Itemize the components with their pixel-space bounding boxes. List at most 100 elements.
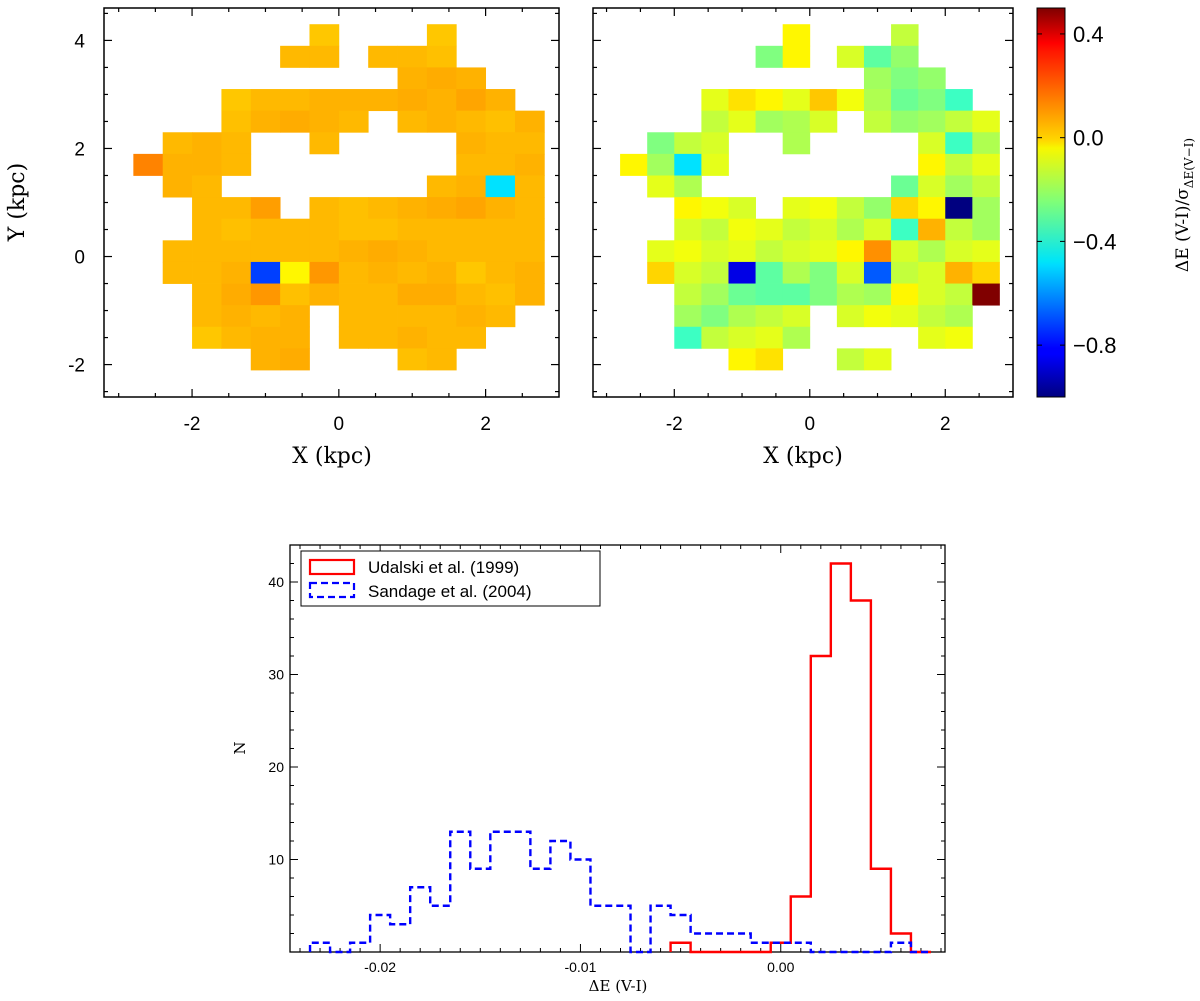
histogram: -0.02 -0.01 0.00 10 20 30 40 ΔE (V-I) N Udalsk… <box>231 544 946 995</box>
colorbar: 0.4 0.0 −0.4 −0.8 ΔE (V-I)/σΔE(V−I) <box>1036 7 1196 398</box>
heatmap-left-cell <box>514 283 545 306</box>
heatmap-right-cell <box>674 283 702 306</box>
heatmap-left-cell <box>250 218 281 241</box>
heatmap-right-cell <box>918 153 946 176</box>
heatmap-left-cell <box>456 67 487 90</box>
heatmap-right-cell <box>891 240 919 263</box>
heatmap-right-cell <box>755 348 784 371</box>
heatmap-right-cell <box>972 110 1000 133</box>
heatmap-left-cell <box>368 197 398 220</box>
heatmap-left-cell <box>192 218 222 241</box>
heatmap-left-cell <box>368 261 398 284</box>
heatmap-left-cell <box>397 240 428 263</box>
heatmap-left-cell <box>221 305 252 328</box>
heatmap-right-cell <box>755 45 784 68</box>
heatmap-right-cell <box>836 45 865 68</box>
heatmap-right-cell <box>782 218 811 241</box>
heatmap-right-cell <box>972 283 1000 306</box>
heatmap-left-cell <box>221 218 252 241</box>
heatmap-left-cell <box>514 197 545 220</box>
heatmap-left-cell <box>426 326 457 349</box>
heatmap-left-cell <box>250 89 281 112</box>
heatmap-right-cell <box>836 348 865 371</box>
heatmap-right-cell <box>647 132 675 155</box>
heatmap-left-cell <box>338 261 369 284</box>
heatmap-left-cell <box>280 283 310 306</box>
heatmap-right-cell <box>701 240 729 263</box>
heatmap-left-ylabel: Y (kpc) <box>5 163 30 242</box>
heatmap-right-cell <box>891 110 919 133</box>
heatmap-left-cell <box>162 153 193 176</box>
heatmap-left-cell <box>221 261 252 284</box>
heatmap-left-ytick-label: 0 <box>74 248 85 269</box>
heatmap-left-cell <box>397 261 428 284</box>
heatmap-right-cell <box>863 218 892 241</box>
heatmap-right-cell <box>918 132 946 155</box>
heatmap-left-ytick-label: -2 <box>68 356 85 377</box>
heatmap-right-cell <box>863 45 892 68</box>
heatmap-right-cell <box>918 283 946 306</box>
heatmap-left-cell <box>338 283 369 306</box>
heatmap-right-cell <box>647 261 675 284</box>
heatmap-left-cell <box>309 197 340 220</box>
heatmap-left-cell <box>162 132 193 155</box>
heatmap-left-cell <box>485 132 516 155</box>
heatmap-right-cell <box>918 67 946 90</box>
histogram-legend: Udalski et al. (1999) Sandage et al. (20… <box>300 550 601 607</box>
heatmap-left-cell <box>250 283 281 306</box>
heatmap-left-cell <box>514 110 545 133</box>
heatmap-right-cell <box>728 89 756 112</box>
heatmap-left-cell <box>280 261 310 284</box>
heatmap-right-cell <box>782 132 811 155</box>
heatmap-right-cell <box>945 89 973 112</box>
heatmap-right-xlabel: X (kpc) <box>763 444 843 469</box>
heatmap-left-cell <box>338 240 369 263</box>
heatmap-right-cell <box>891 261 919 284</box>
histogram-xlabel: ΔE (V-I) <box>589 977 648 995</box>
heatmap-left-cell <box>456 218 487 241</box>
heatmap-left-cell <box>133 153 164 176</box>
heatmap-right-cell <box>755 110 784 133</box>
colorbar-tick-label: 0.0 <box>1073 126 1104 151</box>
heatmap-right: -2 0 2 X (kpc) <box>592 7 1014 469</box>
heatmap-left-cell <box>280 218 310 241</box>
heatmap-left-cell <box>426 261 457 284</box>
heatmap-right-ticks: -2 0 2 <box>593 8 1013 435</box>
heatmap-right-cell <box>972 261 1000 284</box>
histogram-xtick-label: -0.02 <box>364 959 396 975</box>
heatmap-left: -2 0 2 -2 0 2 4 X (kpc) Y (kpc) <box>5 7 560 469</box>
heatmap-right-cell <box>782 110 811 133</box>
heatmap-right-cell <box>674 218 702 241</box>
heatmap-left-cell <box>192 261 222 284</box>
heatmap-left-cell <box>456 110 487 133</box>
heatmap-left-cell <box>309 283 340 306</box>
heatmap-right-cell <box>945 261 973 284</box>
heatmap-left-cell <box>397 45 428 68</box>
heatmap-left-cell <box>368 326 398 349</box>
heatmap-right-cell <box>863 110 892 133</box>
heatmap-right-cell <box>836 218 865 241</box>
heatmap-left-cell <box>426 283 457 306</box>
heatmap-left-cell <box>192 326 222 349</box>
heatmap-left-cell <box>485 261 516 284</box>
heatmap-left-ytick-label: 4 <box>74 31 85 52</box>
heatmap-right-cell <box>728 197 756 220</box>
heatmap-left-cell <box>456 240 487 263</box>
heatmap-left-cell <box>514 240 545 263</box>
heatmap-right-cell <box>836 89 865 112</box>
heatmap-left-cell <box>280 326 310 349</box>
heatmap-left-cell <box>426 89 457 112</box>
heatmap-left-cell <box>309 261 340 284</box>
heatmap-left-cell <box>280 240 310 263</box>
heatmap-right-cell <box>782 45 811 68</box>
heatmap-left-xtick-label: 2 <box>480 414 491 435</box>
heatmap-right-cell <box>945 283 973 306</box>
heatmap-left-cell <box>485 197 516 220</box>
heatmap-right-cell <box>728 240 756 263</box>
heatmap-left-cell <box>309 132 340 155</box>
heatmap-right-cell <box>782 305 811 328</box>
heatmap-right-cell <box>701 283 729 306</box>
heatmap-left-cell <box>397 218 428 241</box>
heatmap-left-cell <box>485 89 516 112</box>
histogram-series-udalski <box>669 562 931 954</box>
